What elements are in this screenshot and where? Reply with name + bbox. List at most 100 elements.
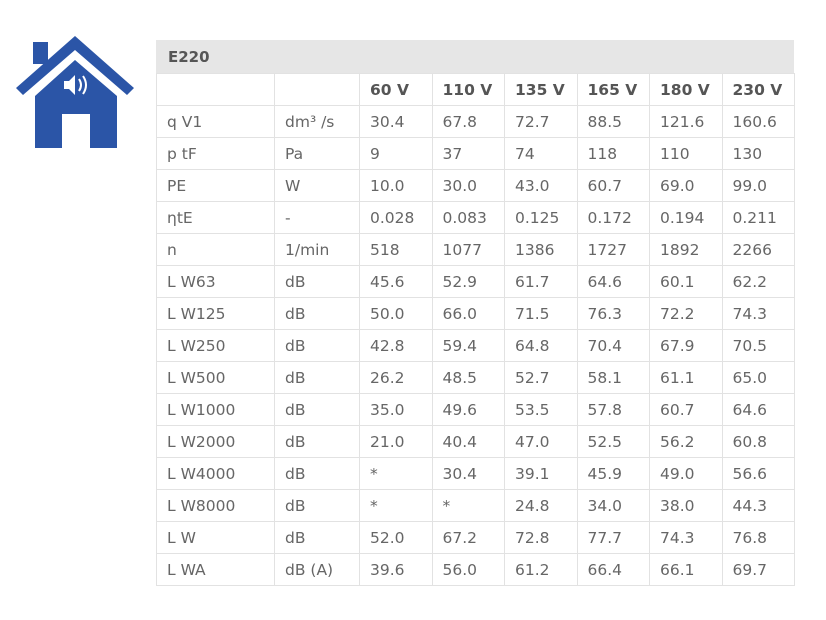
value-cell: 121.6 [649,105,723,138]
unit-cell: dB [274,425,360,458]
value-cell: * [359,489,433,522]
unit-cell: dB [274,393,360,426]
row-label: L W500 [156,361,275,394]
row-label: L W4000 [156,457,275,490]
value-cell: 45.6 [359,265,433,298]
value-cell: 77.7 [576,521,650,554]
unit-cell: dB (A) [274,553,360,586]
value-cell: 52.7 [504,361,578,394]
value-cell: 35.0 [359,393,433,426]
spec-table-panel: E220 60 V 110 V 135 V 165 V 180 V 230 V q V1 d… [156,40,795,586]
value-cell: 60.1 [649,265,723,298]
value-cell: 66.0 [431,297,505,330]
table-row: L W250 dB 42.8 59.4 64.8 70.4 67.9 70.5 [156,329,795,362]
table-row: L W1000 dB 35.0 49.6 53.5 57.8 60.7 64.6 [156,393,795,426]
value-cell: 65.0 [721,361,795,394]
row-label: ηtE [156,201,275,234]
value-cell: 30.4 [359,105,433,138]
value-cell: 69.0 [649,169,723,202]
table-row: p tF Pa 9 37 74 118 110 130 [156,137,795,170]
column-header [156,73,275,106]
column-header: 230 V [721,73,795,106]
value-cell: 59.4 [431,329,505,362]
table-row: L W125 dB 50.0 66.0 71.5 76.3 72.2 74.3 [156,297,795,330]
table-row: L W2000 dB 21.0 40.4 47.0 52.5 56.2 60.8 [156,425,795,458]
column-header: 60 V [359,73,433,106]
table-row: ηtE -0.028 0.083 0.125 0.172 0.194 0.211 [156,201,795,234]
value-cell: 60.8 [721,425,795,458]
column-header: 135 V [504,73,578,106]
value-cell: 38.0 [649,489,723,522]
value-cell: 74 [504,137,578,170]
unit-cell: dm³ /s [274,105,360,138]
value-cell: 67.2 [431,521,505,554]
row-label: L W250 [156,329,275,362]
unit-cell: dB [274,361,360,394]
table-title: E220 [156,40,794,73]
unit-cell: dB [274,489,360,522]
column-header: 110 V [431,73,505,106]
value-cell: 30.4 [431,457,505,490]
value-cell: 130 [721,137,795,170]
value-cell: 56.0 [431,553,505,586]
value-cell: 37 [431,137,505,170]
value-cell: 118 [576,137,650,170]
unit-cell: dB [274,521,360,554]
value-cell: 74.3 [649,521,723,554]
value-cell: 160.6 [721,105,795,138]
row-label: L W63 [156,265,275,298]
row-label: L W2000 [156,425,275,458]
value-cell: 40.4 [431,425,505,458]
value-cell: 64.6 [721,393,795,426]
value-cell: 61.1 [649,361,723,394]
value-cell: 10.0 [359,169,433,202]
value-cell: 70.4 [576,329,650,362]
value-cell: 70.5 [721,329,795,362]
value-cell: 34.0 [576,489,650,522]
house-speaker-icon [16,36,134,148]
value-cell: 52.0 [359,521,433,554]
spec-table: 60 V 110 V 135 V 165 V 180 V 230 V q V1 dm³ /s… [156,73,795,586]
value-cell: 56.2 [649,425,723,458]
row-label: L WA [156,553,275,586]
row-label: n [156,233,275,266]
table-row: L W4000 dB * 30.4 39.1 45.9 49.0 56.6 [156,457,795,490]
row-label: PE [156,169,275,202]
row-label: p tF [156,137,275,170]
value-cell: 50.0 [359,297,433,330]
value-cell: 76.3 [576,297,650,330]
row-label: L W8000 [156,489,275,522]
table-row: L W63 dB 45.6 52.9 61.7 64.6 60.1 62.2 [156,265,795,298]
table-row: PE W 10.0 30.0 43.0 60.7 69.0 99.0 [156,169,795,202]
value-cell: 76.8 [721,521,795,554]
column-header: 165 V [576,73,650,106]
value-cell: 72.7 [504,105,578,138]
value-cell: 0.211 [721,201,795,234]
column-header: 180 V [649,73,723,106]
value-cell: 66.4 [576,553,650,586]
value-cell: 52.5 [576,425,650,458]
value-cell: 48.5 [431,361,505,394]
value-cell: 49.6 [431,393,505,426]
value-cell: 44.3 [721,489,795,522]
value-cell: 518 [359,233,433,266]
value-cell: 62.2 [721,265,795,298]
value-cell: 69.7 [721,553,795,586]
table-row: n 1/min 518 1077 1386 1727 1892 2266 [156,233,795,266]
table-row: q V1 dm³ /s 30.4 67.8 72.7 88.5 121.6 160.6 [156,105,795,138]
value-cell: 0.194 [649,201,723,234]
table-row: L WA dB (A) 39.6 56.0 61.2 66.4 66.1 69.7 [156,553,795,586]
value-cell: 58.1 [576,361,650,394]
value-cell: 64.6 [576,265,650,298]
value-cell: 61.2 [504,553,578,586]
value-cell: 72.2 [649,297,723,330]
table-row: L W500 dB 26.2 48.5 52.7 58.1 61.1 65.0 [156,361,795,394]
value-cell: 52.9 [431,265,505,298]
row-label: L W [156,521,275,554]
value-cell: 24.8 [504,489,578,522]
unit-cell: 1/min [274,233,360,266]
value-cell: 71.5 [504,297,578,330]
value-cell: 67.9 [649,329,723,362]
value-cell: 66.1 [649,553,723,586]
